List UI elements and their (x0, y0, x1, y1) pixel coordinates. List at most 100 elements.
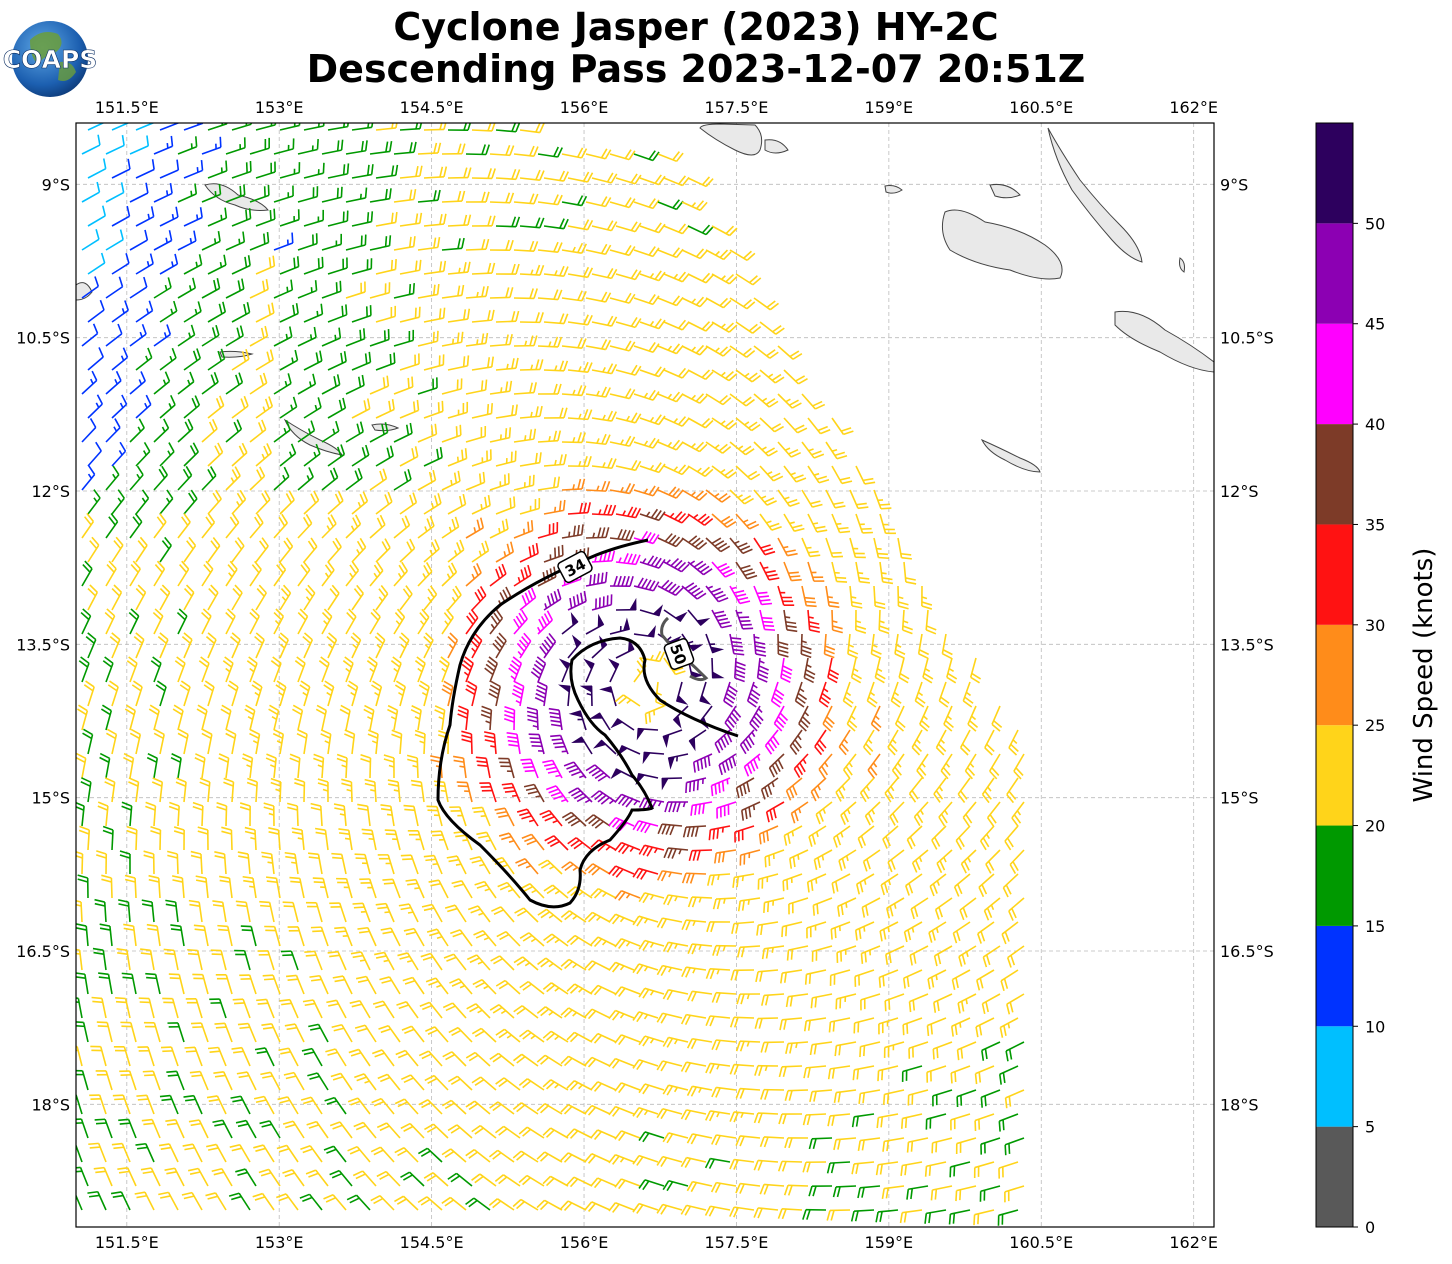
wind-barb (279, 123, 301, 131)
wind-barb (897, 537, 912, 560)
wind-barb (615, 553, 641, 566)
wind-barb (447, 123, 472, 131)
wind-barb (201, 324, 220, 347)
wind-barb (129, 182, 149, 203)
lon-tick-label: 151.5°E (95, 1233, 159, 1252)
wind-barb (393, 283, 415, 299)
wind-barb (441, 562, 458, 587)
wind-barb (225, 513, 240, 539)
island-small-5 (76, 282, 93, 301)
wind-barb (417, 236, 441, 251)
wind-barb (423, 307, 446, 323)
wind-barb (925, 609, 937, 635)
island-small-9 (1179, 257, 1185, 273)
wind-barb (183, 301, 202, 323)
wind-barb (681, 393, 708, 404)
wind-barb (231, 208, 252, 227)
wind-barb (567, 361, 593, 373)
wind-barb (279, 537, 294, 563)
lat-tick-label: 18°S (1220, 1095, 1259, 1114)
wind-barb (279, 490, 295, 515)
wind-barb (609, 340, 636, 352)
wind-barb (657, 486, 684, 499)
wind-barb (849, 537, 866, 559)
wind-barb (663, 416, 690, 427)
wind-barb (327, 163, 350, 179)
island-small-8 (764, 139, 789, 154)
wind-barb (615, 364, 642, 376)
wind-barb (303, 350, 323, 371)
wind-barb (687, 224, 714, 236)
wind-barb (489, 473, 510, 491)
lat-tick-label: 12°S (31, 482, 70, 501)
wind-barb (561, 195, 588, 207)
wind-barb (230, 632, 241, 659)
wind-barb (447, 539, 465, 563)
wind-barb (351, 123, 374, 131)
wind-barb (273, 185, 294, 203)
wind-barb (222, 656, 234, 683)
wind-barb (399, 353, 420, 371)
wind-barb (495, 263, 520, 275)
wind-barb (321, 467, 339, 491)
wind-barb (615, 506, 642, 519)
colorbar-ticks: 0 5 10 15 20 25 30 35 40 45 50 (1353, 214, 1385, 1237)
wind-barb (759, 465, 784, 482)
wind-barb (369, 235, 392, 251)
wind-barb (687, 465, 714, 478)
wind-barb (753, 537, 776, 556)
wind-barb (129, 135, 150, 155)
wind-barb (537, 610, 554, 635)
wind-barb (374, 632, 386, 659)
wind-barb (890, 681, 902, 708)
wind-barb (399, 259, 422, 275)
wind-barb (111, 158, 131, 179)
wind-barb (225, 231, 246, 251)
wind-barb (633, 577, 660, 592)
wind-barb (273, 560, 287, 587)
wind-barb (393, 236, 416, 251)
wind-barb (297, 513, 313, 539)
wind-barb (567, 455, 592, 468)
wind-barb (302, 632, 314, 659)
wind-barb (633, 485, 660, 497)
wind-barb (369, 422, 389, 443)
wind-barb (471, 168, 496, 180)
wind-barb (87, 441, 102, 467)
colorbar-bins (1316, 123, 1353, 1227)
wind-barb (345, 608, 357, 635)
wind-barb (447, 214, 472, 227)
wind-barb (159, 253, 179, 275)
wind-barb (615, 173, 642, 185)
wind-barb (159, 123, 179, 131)
wind-barb (807, 561, 825, 582)
wind-barb (417, 562, 433, 587)
lon-tick-label: 151.5°E (95, 98, 159, 117)
wind-barb (201, 466, 217, 491)
wind-barb (128, 608, 140, 635)
wind-barb (297, 280, 318, 299)
wind-barb (777, 633, 789, 658)
wind-barb (297, 233, 318, 251)
wind-barb (711, 465, 737, 479)
wind-barb (177, 324, 196, 347)
wind-barb (201, 136, 222, 155)
wind-barb (770, 681, 785, 708)
wind-barb (711, 609, 732, 629)
wind-barb (807, 417, 831, 435)
wind-barb (345, 281, 366, 299)
wind-barb (663, 511, 690, 524)
wind-barb (126, 656, 138, 683)
wind-barb (273, 373, 292, 395)
wind-barb (255, 208, 276, 227)
lat-tick-label: 18°S (31, 1095, 70, 1114)
wind-barb (375, 211, 398, 227)
wind-barb (351, 258, 373, 275)
wind-barb (585, 571, 608, 587)
wind-barb (231, 160, 252, 179)
wind-barb (81, 181, 101, 203)
wind-barb (537, 336, 563, 348)
wind-barb (567, 409, 593, 421)
wind-barb (825, 537, 843, 558)
wind-barb (227, 680, 239, 707)
